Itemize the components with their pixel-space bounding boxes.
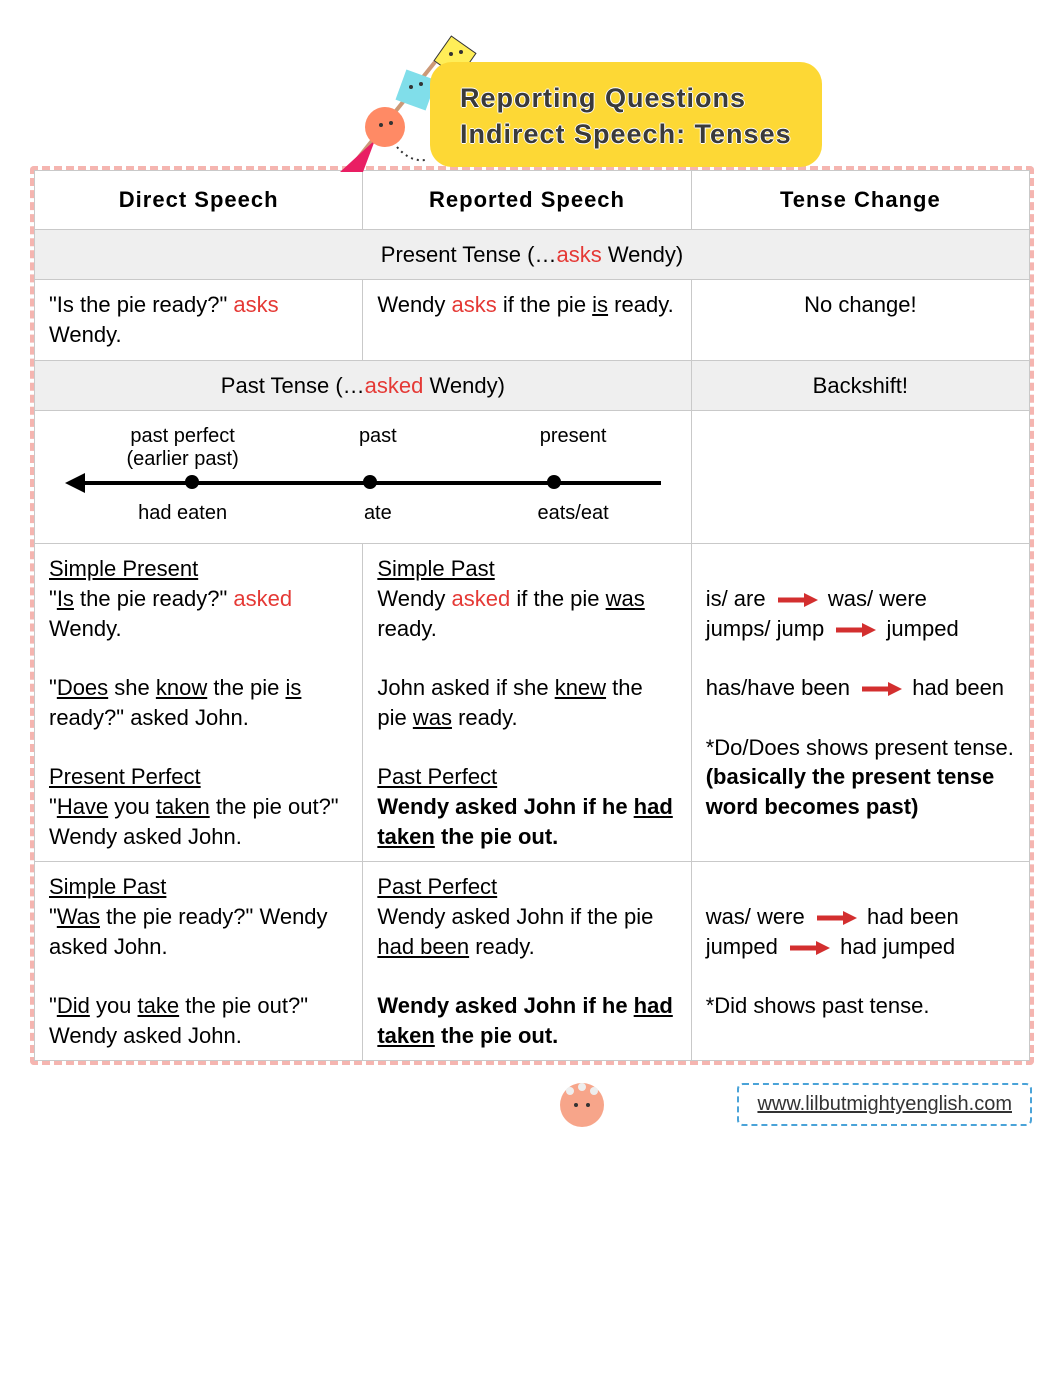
spast-change: was/ were had been jumped had jumped *Di… [691, 862, 1029, 1061]
tl-top-3: present [475, 425, 670, 471]
arrow-icon [834, 622, 876, 638]
arrow-icon [815, 910, 857, 926]
footer: www.lilbutmightyenglish.com [30, 1077, 1034, 1137]
section-past-right: Backshift! [691, 360, 1029, 411]
timeline-right-empty [691, 411, 1029, 544]
title-line-2: Indirect Speech: Tenses [460, 116, 792, 152]
timeline-dot-2 [363, 475, 377, 489]
timeline-cell: past perfect(earlier past) past present … [35, 411, 692, 544]
row-simple-past: Simple Past "Was the pie ready?" Wendy a… [35, 862, 1030, 1061]
sp-direct: Simple Present "Is the pie ready?" asked… [35, 544, 363, 862]
arrow-icon [860, 681, 902, 697]
section-present: Present Tense (…asks Wendy) [35, 229, 1030, 280]
section-past-label: Past Tense (…asked Wendy) [35, 360, 692, 411]
table-container: Direct Speech Reported Speech Tense Chan… [30, 166, 1034, 1065]
arrow-icon [788, 940, 830, 956]
row-present: "Is the pie ready?" asks Wendy. Wendy as… [35, 280, 1030, 360]
title-bubble: Reporting Questions Indirect Speech: Ten… [430, 62, 822, 167]
present-reported: Wendy asks if the pie is ready. [363, 280, 691, 360]
title-line-1: Reporting Questions [460, 80, 792, 116]
present-direct: "Is the pie ready?" asks Wendy. [35, 280, 363, 360]
timeline-dot-3 [547, 475, 561, 489]
footer-url[interactable]: www.lilbutmightyenglish.com [757, 1093, 1012, 1115]
face-icon [560, 1083, 604, 1127]
spast-direct: Simple Past "Was the pie ready?" Wendy a… [35, 862, 363, 1061]
row-timeline: past perfect(earlier past) past present … [35, 411, 1030, 544]
timeline-top-labels: past perfect(earlier past) past present [85, 425, 671, 471]
sp-change: is/ are was/ were jumps/ jump jumped has… [691, 544, 1029, 862]
tl-top-1: past perfect(earlier past) [85, 425, 280, 471]
tl-bot-3: eats/eat [475, 502, 670, 525]
tl-bot-2: ate [280, 502, 475, 525]
section-past: Past Tense (…asked Wendy) Backshift! [35, 360, 1030, 411]
arrow-icon [776, 592, 818, 608]
section-present-label: Present Tense (…asks Wendy) [35, 229, 1030, 280]
present-change: No change! [691, 280, 1029, 360]
timeline: past perfect(earlier past) past present … [45, 425, 681, 525]
header: Reporting Questions Indirect Speech: Ten… [30, 20, 1034, 160]
page: Reporting Questions Indirect Speech: Ten… [0, 0, 1064, 1157]
spast-reported: Past Perfect Wendy asked John if the pie… [363, 862, 691, 1061]
tense-table: Direct Speech Reported Speech Tense Chan… [34, 170, 1030, 1061]
sp-reported: Simple Past Wendy asked if the pie was r… [363, 544, 691, 862]
header-reported: Reported Speech [363, 171, 691, 230]
timeline-arrowhead [65, 473, 85, 493]
header-change: Tense Change [691, 171, 1029, 230]
tl-top-2: past [280, 425, 475, 471]
timeline-dot-1 [185, 475, 199, 489]
tl-bot-1: had eaten [85, 502, 280, 525]
header-direct: Direct Speech [35, 171, 363, 230]
footer-url-box[interactable]: www.lilbutmightyenglish.com [737, 1083, 1032, 1126]
row-simple-present: Simple Present "Is the pie ready?" asked… [35, 544, 1030, 862]
header-row: Direct Speech Reported Speech Tense Chan… [35, 171, 1030, 230]
timeline-bot-labels: had eaten ate eats/eat [85, 502, 671, 525]
